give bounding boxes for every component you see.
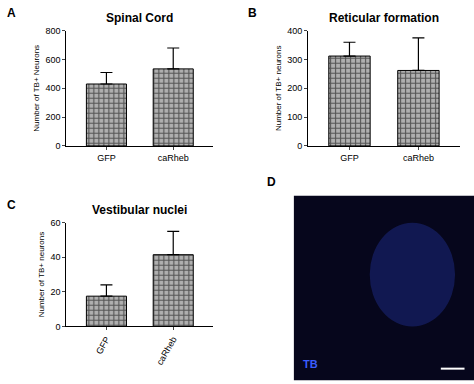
svg-text:600: 600 [46,55,61,65]
svg-text:0: 0 [56,141,61,151]
svg-text:GFP: GFP [97,153,116,163]
svg-text:D: D [267,175,276,189]
svg-text:Number of TB+ neurons: Number of TB+ neurons [274,46,283,131]
svg-text:GFP: GFP [340,153,359,163]
svg-text:300: 300 [287,55,302,65]
svg-text:caRheb: caRheb [158,153,189,163]
svg-text:GFP: GFP [94,335,112,356]
svg-text:100: 100 [287,112,302,122]
svg-text:Spinal Cord: Spinal Cord [106,11,173,25]
svg-text:200: 200 [287,83,302,93]
svg-text:Vestibular nuclei: Vestibular nuclei [92,203,187,217]
svg-text:B: B [248,6,257,20]
svg-text:20: 20 [51,287,61,297]
svg-text:200: 200 [46,112,61,122]
svg-text:caRheb: caRheb [403,153,434,163]
svg-text:A: A [7,6,16,20]
svg-text:40: 40 [51,252,61,262]
svg-text:800: 800 [46,26,61,36]
svg-text:Reticular formation: Reticular formation [329,11,439,25]
svg-text:60: 60 [51,218,61,228]
svg-text:caRheb: caRheb [155,335,179,367]
svg-text:400: 400 [287,26,302,36]
svg-text:TB: TB [303,358,318,370]
svg-text:C: C [7,198,16,212]
svg-text:Number of TB+ neurons: Number of TB+ neurons [37,232,46,317]
svg-text:0: 0 [56,322,61,332]
svg-text:0: 0 [297,141,302,151]
svg-text:Number of TB+ Neurons: Number of TB+ Neurons [32,45,41,132]
svg-text:400: 400 [46,83,61,93]
